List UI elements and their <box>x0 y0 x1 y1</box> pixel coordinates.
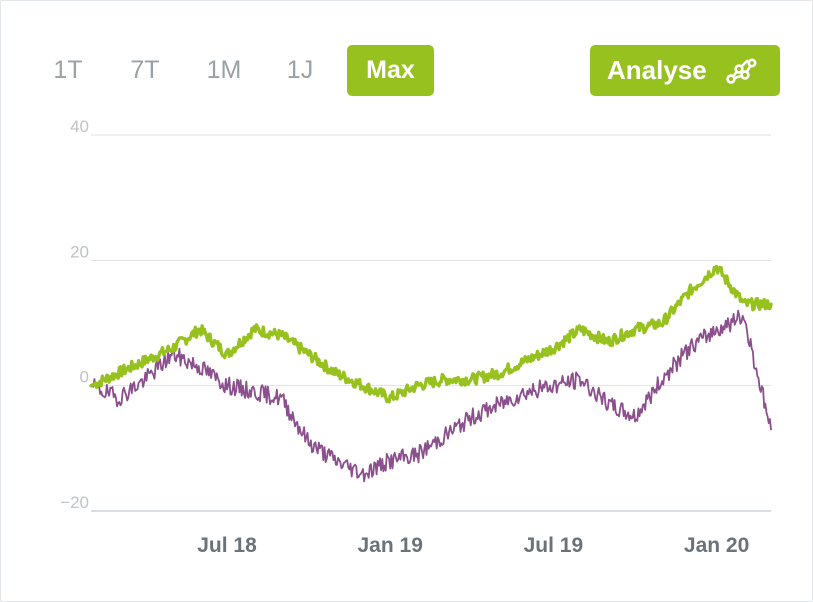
x-tick-label: Jan 19 <box>358 534 423 557</box>
range-tab-max[interactable]: Max <box>347 45 434 96</box>
x-tick-label: Jul 18 <box>197 534 257 557</box>
y-tick-label: −20 <box>60 493 89 512</box>
series-line-purple <box>90 309 772 483</box>
range-tab-7t[interactable]: 7T <box>130 56 160 84</box>
analyse-button-label: Analyse <box>607 55 707 85</box>
x-tick-label: Jul 19 <box>524 534 584 557</box>
x-tick-label: Jan 20 <box>684 534 749 557</box>
range-tab-1t[interactable]: 1T <box>53 56 83 84</box>
y-tick-label: 0 <box>80 368 89 387</box>
y-tick-label: 20 <box>70 242 89 261</box>
series-line-green <box>89 264 773 404</box>
range-tab-1j[interactable]: 1J <box>286 56 314 84</box>
range-tab-1m[interactable]: 1M <box>206 56 242 84</box>
network-nodes-icon <box>726 58 757 84</box>
analyse-button[interactable]: Analyse <box>590 45 780 96</box>
y-tick-label: 40 <box>70 117 89 136</box>
